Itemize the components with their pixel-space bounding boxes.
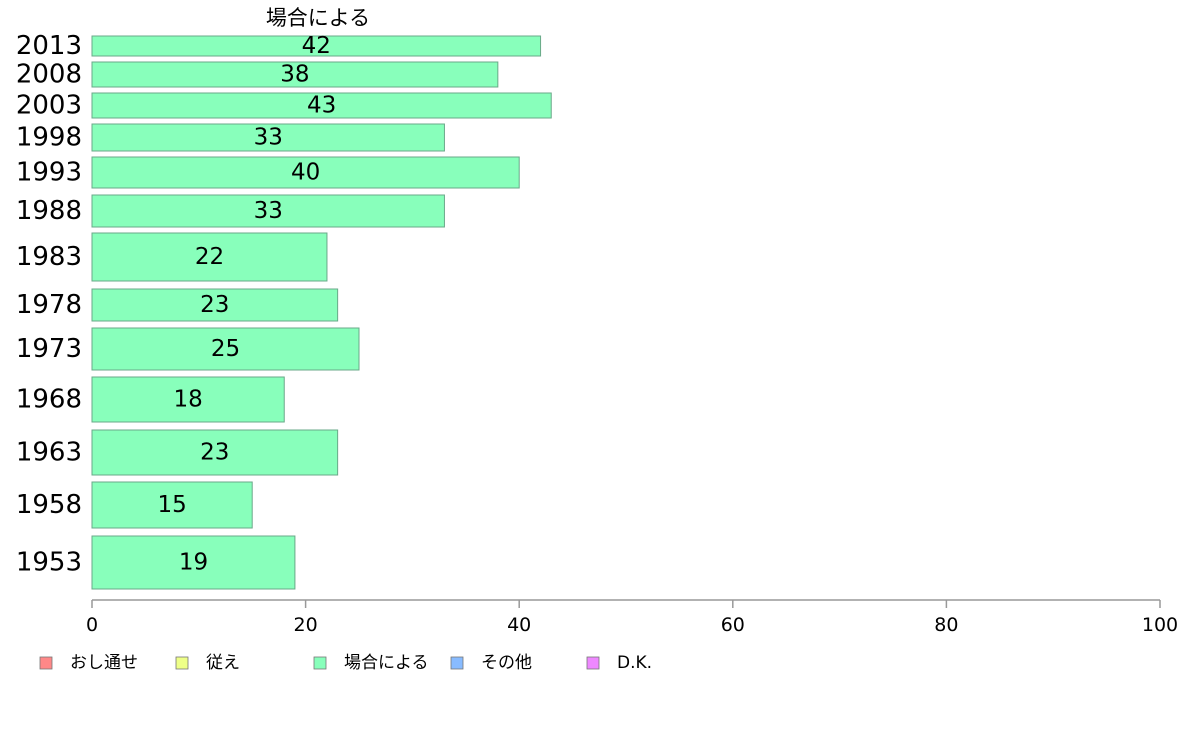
bar-2008 [91, 61, 499, 88]
x-tick-label-40: 40 [507, 614, 531, 636]
bar-group-1998: 1998 33 [16, 123, 445, 153]
bar-1983 [91, 232, 328, 282]
category-label-2013: 2013 [16, 31, 82, 61]
bar-1963 [91, 429, 339, 476]
x-tick-label-20: 20 [294, 614, 318, 636]
category-label-1958: 1958 [16, 490, 82, 520]
data-label-1983: 22 [195, 244, 224, 270]
category-label-1993: 1993 [16, 158, 82, 188]
bar-group-1973: 1973 25 [16, 327, 360, 371]
legend-swatch-1 [175, 656, 189, 670]
data-label-1958: 15 [157, 492, 186, 518]
bar-1978 [91, 288, 339, 322]
legend-item-2: 場合による [313, 653, 429, 673]
legend-label-1: 従え [206, 653, 240, 673]
category-label-2003: 2003 [16, 91, 82, 121]
data-label-1953: 19 [179, 550, 208, 576]
legend-label-4: D.K. [617, 653, 652, 673]
bars-group: 2013 42 2008 38 2003 43 1998 33 1993 40 1988 33 1983… [16, 31, 552, 590]
bar-group-1958: 1958 15 [16, 481, 253, 529]
x-axis: 0 20 40 60 80 100 [86, 599, 1178, 636]
legend-item-0: おし通せ [39, 653, 138, 673]
category-label-1968: 1968 [16, 385, 82, 415]
legend-item-3: その他 [450, 653, 532, 673]
legend-label-3: その他 [481, 653, 532, 673]
legend-swatch-2 [313, 656, 327, 670]
bar-group-1953: 1953 19 [16, 535, 296, 590]
legend-item-1: 従え [175, 653, 240, 673]
bar-group-1978: 1978 23 [16, 288, 339, 322]
data-label-2013: 42 [302, 33, 331, 59]
data-label-1988: 33 [254, 198, 283, 224]
bar-group-2013: 2013 42 [16, 31, 542, 61]
x-tick-label-80: 80 [934, 614, 958, 636]
category-label-1973: 1973 [16, 334, 82, 364]
data-label-1963: 23 [200, 440, 229, 466]
bar-group-2003: 2003 43 [16, 91, 552, 121]
x-tick-label-100: 100 [1142, 614, 1178, 636]
bar-1993 [91, 156, 520, 189]
bar-2003 [91, 92, 552, 119]
bar-1958 [91, 481, 253, 529]
legend-swatch-3 [450, 656, 464, 670]
bar-1998 [91, 123, 445, 152]
category-label-1988: 1988 [16, 196, 82, 226]
bar-2013 [91, 35, 542, 57]
legend: おし通せ 従え 場合による その他 D.K. [39, 653, 652, 673]
data-label-2008: 38 [280, 62, 309, 88]
bar-group-1988: 1988 33 [16, 194, 445, 228]
data-label-1998: 33 [254, 125, 283, 151]
bar-group-1968: 1968 18 [16, 376, 285, 423]
bar-group-1983: 1983 22 [16, 232, 328, 282]
x-tick-label-60: 60 [721, 614, 745, 636]
category-label-1963: 1963 [16, 438, 82, 468]
legend-swatch-4 [586, 656, 600, 670]
legend-item-4: D.K. [586, 653, 652, 673]
category-label-1983: 1983 [16, 242, 82, 272]
category-label-1998: 1998 [16, 123, 82, 153]
category-label-2008: 2008 [16, 60, 82, 90]
bar-group-2008: 2008 38 [16, 60, 499, 90]
bar-1988 [91, 194, 445, 228]
data-label-1968: 18 [173, 387, 202, 413]
bar-1968 [91, 376, 285, 423]
category-label-1953: 1953 [16, 548, 82, 578]
bar-group-1963: 1963 23 [16, 429, 339, 476]
data-label-1978: 23 [200, 292, 229, 318]
bar-1973 [91, 327, 360, 371]
bar-1953 [91, 535, 296, 590]
legend-swatch-0 [39, 656, 53, 670]
data-label-1993: 40 [291, 160, 320, 186]
legend-label-2: 場合による [344, 653, 429, 673]
chart-title: 場合による [266, 6, 370, 30]
data-label-2003: 43 [307, 93, 336, 119]
data-label-1973: 25 [211, 336, 240, 362]
x-tick-label-0: 0 [86, 614, 98, 636]
bar-group-1993: 1993 40 [16, 156, 520, 189]
legend-label-0: おし通せ [70, 653, 138, 673]
category-label-1978: 1978 [16, 290, 82, 320]
